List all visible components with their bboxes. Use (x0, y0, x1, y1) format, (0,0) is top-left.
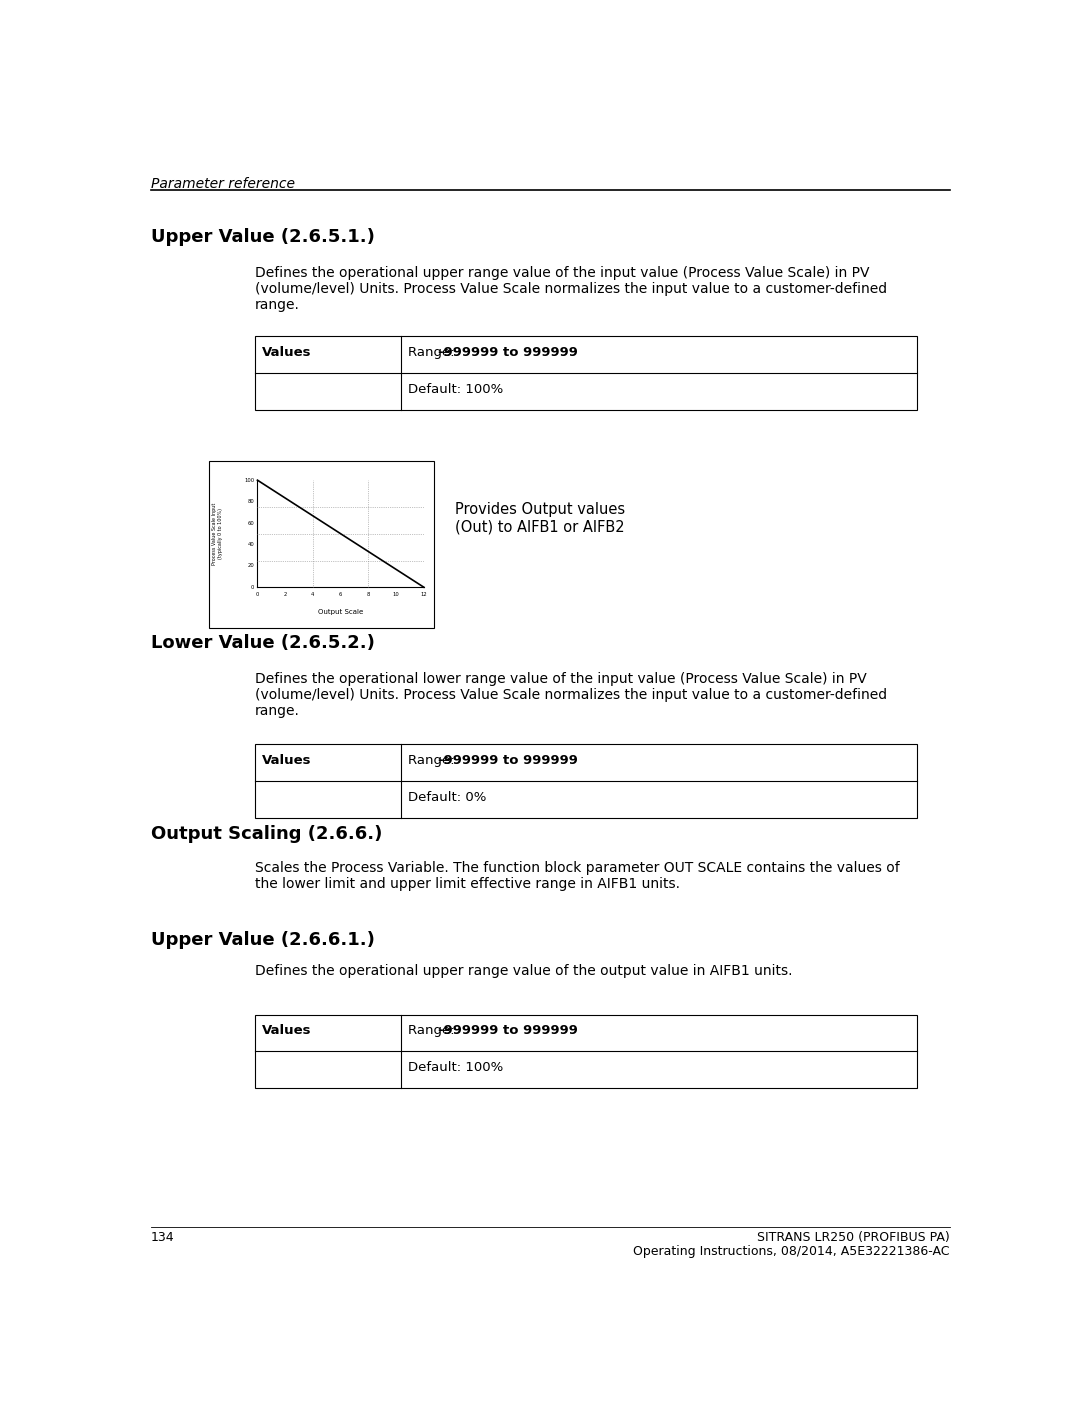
Text: Defines the operational upper range value of the output value in AIFB1 units.: Defines the operational upper range valu… (255, 964, 793, 978)
Text: Provides Output values
(Out) to AIFB1 or AIFB2: Provides Output values (Out) to AIFB1 or… (454, 502, 625, 534)
Text: 6: 6 (339, 592, 343, 597)
Text: Lower Value (2.6.5.2.): Lower Value (2.6.5.2.) (150, 634, 375, 652)
Bar (255, 745, 917, 818)
Text: 8: 8 (366, 592, 371, 597)
Text: 100: 100 (244, 478, 255, 483)
Text: Range:: Range: (408, 346, 459, 360)
Bar (209, 461, 434, 628)
Text: 4: 4 (311, 592, 315, 597)
Text: 40: 40 (247, 542, 255, 547)
Text: Output Scaling (2.6.6.): Output Scaling (2.6.6.) (150, 825, 382, 843)
Text: Default: 100%: Default: 100% (408, 1061, 504, 1075)
Bar (255, 1014, 917, 1087)
Bar (255, 336, 917, 410)
Text: Default: 0%: Default: 0% (408, 791, 487, 804)
Text: Values: Values (262, 346, 311, 360)
Text: Operating Instructions, 08/2014, A5E32221386-AC: Operating Instructions, 08/2014, A5E3222… (634, 1245, 949, 1257)
Text: -999999 to 999999: -999999 to 999999 (438, 754, 578, 767)
Text: Values: Values (262, 1024, 311, 1037)
Text: Defines the operational lower range value of the input value (Process Value Scal: Defines the operational lower range valu… (255, 672, 887, 718)
Text: Process Value Scale Input
(typically 0 to 100%): Process Value Scale Input (typically 0 t… (212, 503, 223, 565)
Text: 0: 0 (256, 592, 259, 597)
Text: Range:: Range: (408, 1024, 459, 1037)
Text: Scales the Process Variable. The function block parameter OUT SCALE contains the: Scales the Process Variable. The functio… (255, 861, 900, 891)
Text: 60: 60 (247, 520, 255, 525)
Text: -999999 to 999999: -999999 to 999999 (438, 346, 578, 360)
Text: Upper Value (2.6.5.1.): Upper Value (2.6.5.1.) (150, 228, 375, 246)
Text: Default: 100%: Default: 100% (408, 382, 504, 396)
Text: 20: 20 (247, 563, 255, 569)
Text: 2: 2 (284, 592, 287, 597)
Text: 134: 134 (150, 1231, 174, 1243)
Text: Range:: Range: (408, 754, 459, 767)
Text: Upper Value (2.6.6.1.): Upper Value (2.6.6.1.) (150, 932, 375, 950)
Text: 10: 10 (393, 592, 400, 597)
Text: SITRANS LR250 (PROFIBUS PA): SITRANS LR250 (PROFIBUS PA) (757, 1231, 949, 1243)
Text: Values: Values (262, 754, 311, 767)
Text: 80: 80 (247, 499, 255, 504)
Text: 0: 0 (250, 584, 255, 590)
Text: Parameter reference: Parameter reference (150, 177, 295, 191)
Text: Defines the operational upper range value of the input value (Process Value Scal: Defines the operational upper range valu… (255, 266, 887, 312)
Text: 12: 12 (421, 592, 427, 597)
Text: Output Scale: Output Scale (318, 608, 363, 615)
Text: -999999 to 999999: -999999 to 999999 (438, 1024, 578, 1037)
